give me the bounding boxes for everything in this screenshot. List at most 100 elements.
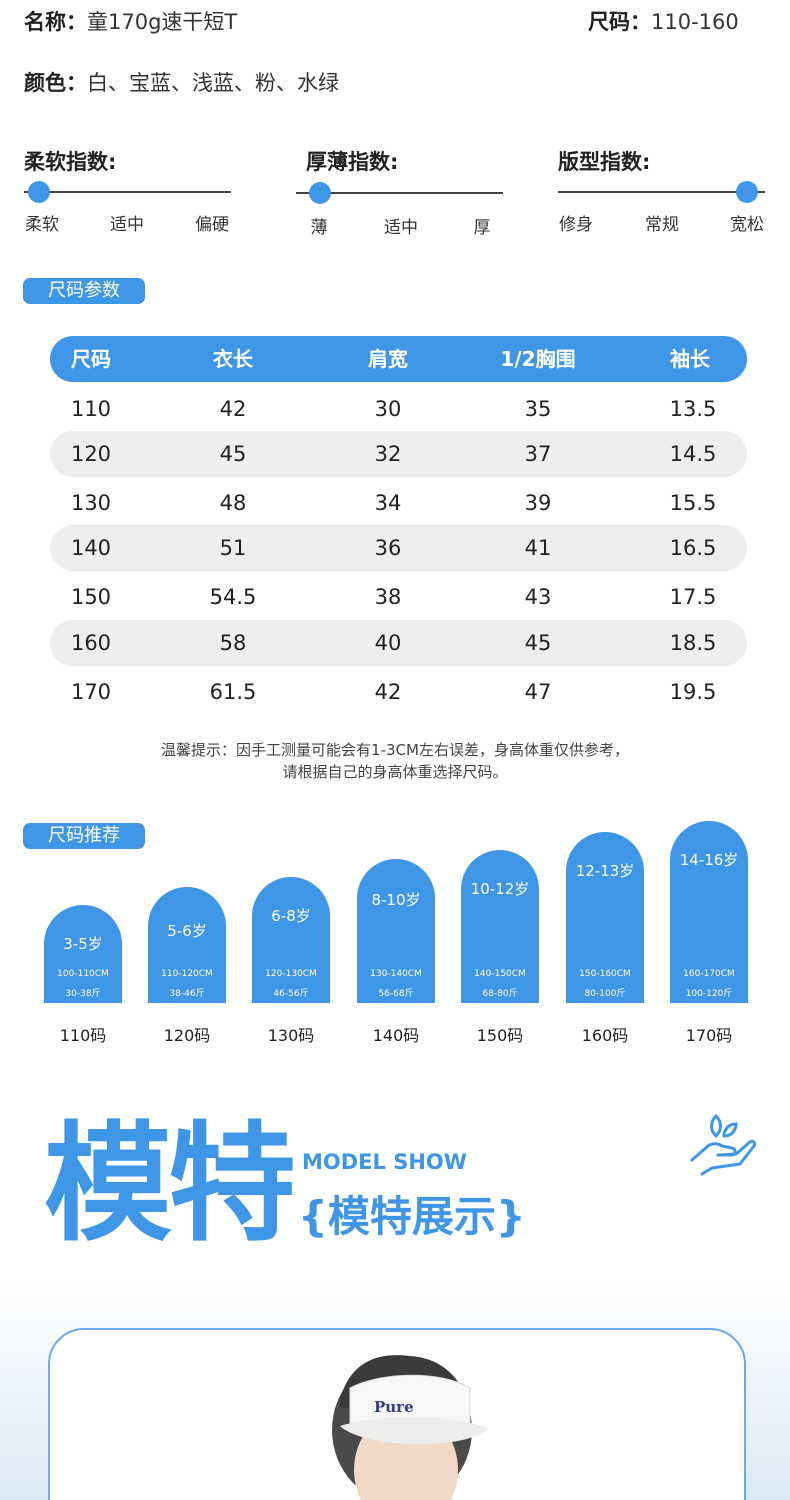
cell-size: 170	[70, 680, 112, 704]
thickness-label-thick: 厚	[473, 218, 491, 238]
bar-height: 130-140CM	[370, 969, 422, 979]
size-params-tag: 尺码参数	[23, 278, 145, 304]
bar-weight: 56-68斤	[378, 989, 414, 999]
size-table-header: 尺码 衣长 肩宽 1/2胸围 袖长	[50, 336, 747, 382]
cell-sleeve: 18.5	[669, 631, 717, 655]
cell-shoulder: 40	[374, 631, 402, 655]
size-code: 160码	[581, 1026, 629, 1045]
cell-shoulder: 30	[374, 397, 402, 421]
cell-length: 58	[219, 631, 247, 655]
product-name: 名称：童170g速干短T	[24, 6, 237, 36]
product-size-range: 尺码：110-160	[588, 6, 739, 36]
cell-sleeve: 15.5	[669, 491, 717, 515]
cell-size: 120	[70, 442, 112, 466]
softness-track	[24, 191, 231, 193]
thickness-title: 厚薄指数:	[306, 150, 399, 174]
measurement-note-line1: 温馨提示：因手工测量可能会有1-3CM左右误差，身高体重仅供参考，	[161, 741, 629, 759]
recommend-bar: 3-5岁 100-110CM 30-38斤	[44, 905, 122, 1003]
table-row: 110 42 30 35 13.5	[50, 386, 747, 432]
bar-age: 12-13岁	[575, 862, 635, 880]
header-chest: 1/2胸围	[500, 347, 576, 371]
product-color-value: 白、宝蓝、浅蓝、粉、水绿	[87, 71, 339, 95]
product-name-label: 名称：	[24, 10, 87, 34]
header-size: 尺码	[71, 347, 111, 371]
bar-height: 110-120CM	[161, 969, 213, 979]
cell-sleeve: 13.5	[669, 397, 717, 421]
bar-height: 160-170CM	[683, 969, 735, 979]
fit-title: 版型指数:	[558, 150, 651, 174]
bar-age: 8-10岁	[371, 891, 421, 909]
cell-length: 48	[219, 491, 247, 515]
bar-age: 5-6岁	[167, 922, 207, 940]
cell-sleeve: 19.5	[669, 680, 717, 704]
cell-size: 160	[70, 631, 112, 655]
bar-height: 120-130CM	[265, 969, 317, 979]
cell-length: 42	[219, 397, 247, 421]
product-size-label: 尺码：	[588, 10, 651, 34]
product-colors: 颜色：白、宝蓝、浅蓝、粉、水绿	[24, 67, 339, 97]
cell-chest: 39	[524, 491, 552, 515]
header-length: 衣长	[213, 347, 253, 371]
thickness-track	[296, 192, 503, 194]
bar-weight: 80-100斤	[584, 989, 626, 999]
softness-title: 柔软指数:	[24, 150, 117, 174]
cell-chest: 37	[524, 442, 552, 466]
size-code: 130码	[267, 1026, 315, 1045]
product-size-value: 110-160	[651, 10, 739, 34]
cell-chest: 41	[524, 536, 552, 560]
cell-sleeve: 17.5	[669, 585, 717, 609]
size-code: 170码	[685, 1026, 733, 1045]
hand-leaf-icon	[690, 1113, 757, 1176]
bar-weight: 38-46斤	[169, 989, 205, 999]
model-en-title: MODEL SHOW	[302, 1150, 467, 1174]
product-color-label: 颜色：	[24, 71, 87, 95]
model-photo-frame: Pure	[48, 1328, 746, 1500]
fit-label-slim: 修身	[559, 215, 593, 235]
bar-weight: 68-80斤	[482, 989, 518, 999]
table-row: 120 45 32 37 14.5	[50, 431, 747, 477]
header-shoulder: 肩宽	[368, 347, 408, 371]
cell-sleeve: 14.5	[669, 442, 717, 466]
cell-chest: 35	[524, 397, 552, 421]
cell-shoulder: 34	[374, 491, 402, 515]
cell-length: 45	[219, 442, 247, 466]
model-cn-subtitle: {模特展示}	[298, 1192, 526, 1241]
cell-sleeve: 16.5	[669, 536, 717, 560]
bar-height: 150-160CM	[579, 969, 631, 979]
cell-length: 61.5	[209, 680, 257, 704]
softness-label-hard: 偏硬	[195, 215, 229, 235]
cell-size: 130	[70, 491, 112, 515]
cell-size: 150	[70, 585, 112, 609]
bar-weight: 30-38斤	[65, 989, 101, 999]
fit-label-regular: 常规	[645, 215, 679, 235]
header-sleeve: 袖长	[670, 347, 710, 371]
fit-label-loose: 宽松	[730, 215, 764, 235]
bar-age: 10-12岁	[470, 880, 530, 898]
cell-size: 140	[70, 536, 112, 560]
fit-track	[558, 191, 765, 193]
thickness-label-medium: 适中	[384, 218, 418, 238]
cell-shoulder: 38	[374, 585, 402, 609]
bar-weight: 100-120斤	[685, 989, 733, 999]
cell-shoulder: 32	[374, 442, 402, 466]
table-row: 170 61.5 42 47 19.5	[50, 669, 747, 715]
recommend-bar: 5-6岁 110-120CM 38-46斤	[148, 887, 226, 1003]
bar-height: 140-150CM	[474, 969, 526, 979]
cell-size: 110	[70, 397, 112, 421]
bar-height: 100-110CM	[57, 969, 109, 979]
cell-length: 54.5	[209, 585, 257, 609]
fit-marker	[736, 181, 758, 203]
size-code: 120码	[163, 1026, 211, 1045]
measurement-note-line2: 请根据自己的身高体重选择尺码。	[282, 763, 508, 781]
size-code: 110码	[59, 1026, 107, 1045]
cell-shoulder: 36	[374, 536, 402, 560]
table-row: 130 48 34 39 15.5	[50, 480, 747, 526]
softness-label-medium: 适中	[110, 215, 144, 235]
size-code: 140码	[372, 1026, 420, 1045]
table-row: 150 54.5 38 43 17.5	[50, 574, 747, 620]
softness-label-soft: 柔软	[25, 215, 59, 235]
recommend-bar: 10-12岁 140-150CM 68-80斤	[461, 850, 539, 1003]
size-recommend-tag: 尺码推荐	[23, 823, 145, 849]
cell-chest: 47	[524, 680, 552, 704]
recommend-bar: 14-16岁 160-170CM 100-120斤	[670, 821, 748, 1003]
